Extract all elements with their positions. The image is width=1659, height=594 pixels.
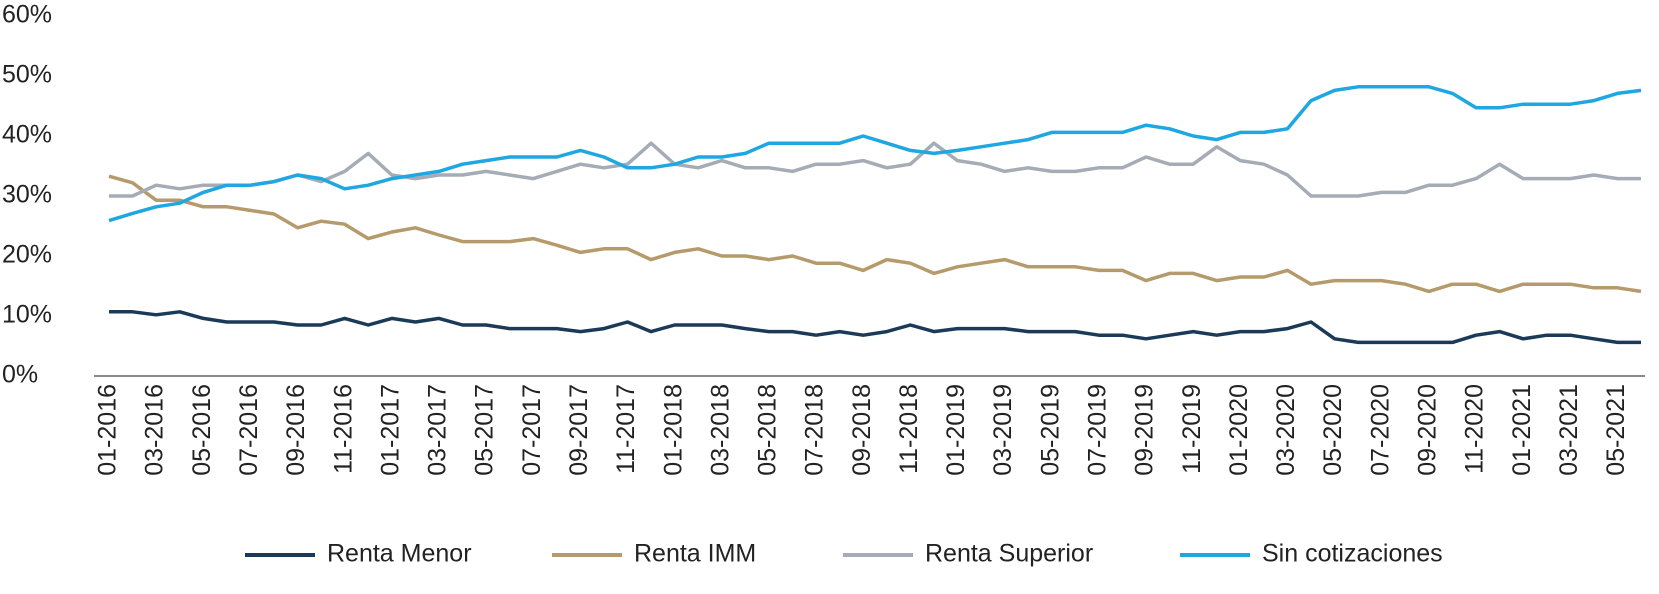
x-tick-label: 11-2017	[612, 384, 640, 474]
x-tick-label: 01-2019	[942, 384, 970, 476]
x-tick-label: 03-2020	[1272, 384, 1300, 476]
x-tick-label: 03-2018	[706, 384, 734, 476]
x-tick-label: 03-2021	[1555, 384, 1583, 476]
y-tick-label: 50%	[2, 61, 52, 89]
series-line	[108, 174, 1642, 294]
x-tick-label: 05-2017	[471, 384, 499, 476]
legend-label: Renta IMM	[634, 540, 756, 568]
y-tick-label: 0%	[2, 361, 38, 389]
x-tick-label: 11-2020	[1461, 384, 1489, 474]
series-line	[108, 85, 1642, 223]
y-tick-label: 30%	[2, 181, 52, 209]
x-tick-label: 11-2016	[329, 384, 357, 474]
x-tick-label: 03-2019	[989, 384, 1017, 476]
x-tick-label: 07-2020	[1366, 384, 1394, 476]
series-line	[109, 310, 1641, 345]
x-tick-label: 05-2019	[1036, 384, 1064, 476]
x-tick-label: 05-2018	[754, 384, 782, 476]
y-tick-label: 40%	[2, 121, 52, 149]
legend-label: Renta Menor	[327, 540, 472, 568]
series-line	[109, 141, 1641, 198]
x-tick-label: 07-2016	[235, 384, 263, 476]
x-tick-label: 01-2021	[1508, 384, 1536, 476]
x-tick-label: 05-2021	[1602, 384, 1630, 476]
legend-label: Sin cotizaciones	[1262, 540, 1443, 568]
x-tick-label: 09-2018	[848, 384, 876, 476]
x-tick-label: 01-2020	[1225, 384, 1253, 476]
x-tick-label: 03-2016	[141, 384, 169, 476]
x-tick-label: 01-2016	[94, 384, 122, 476]
legend-label: Renta Superior	[925, 540, 1093, 568]
x-tick-label: 07-2019	[1084, 384, 1112, 476]
x-tick-label: 01-2018	[659, 384, 687, 476]
x-tick-label: 07-2018	[801, 384, 829, 476]
x-tick-label: 01-2017	[376, 384, 404, 476]
x-tick-label: 09-2017	[565, 384, 593, 476]
y-tick-label: 60%	[2, 1, 52, 29]
x-tick-label: 09-2020	[1413, 384, 1441, 476]
x-tick-label: 05-2016	[188, 384, 216, 476]
x-tick-label: 11-2018	[895, 384, 923, 474]
y-tick-label: 20%	[2, 241, 52, 269]
x-tick-label: 05-2020	[1319, 384, 1347, 476]
x-tick-label: 07-2017	[518, 384, 546, 476]
x-tick-label: 03-2017	[424, 384, 452, 476]
x-tick-label: 11-2019	[1178, 384, 1206, 474]
x-tick-label: 09-2016	[282, 384, 310, 476]
x-tick-label: 09-2019	[1131, 384, 1159, 476]
y-tick-label: 10%	[2, 301, 52, 329]
